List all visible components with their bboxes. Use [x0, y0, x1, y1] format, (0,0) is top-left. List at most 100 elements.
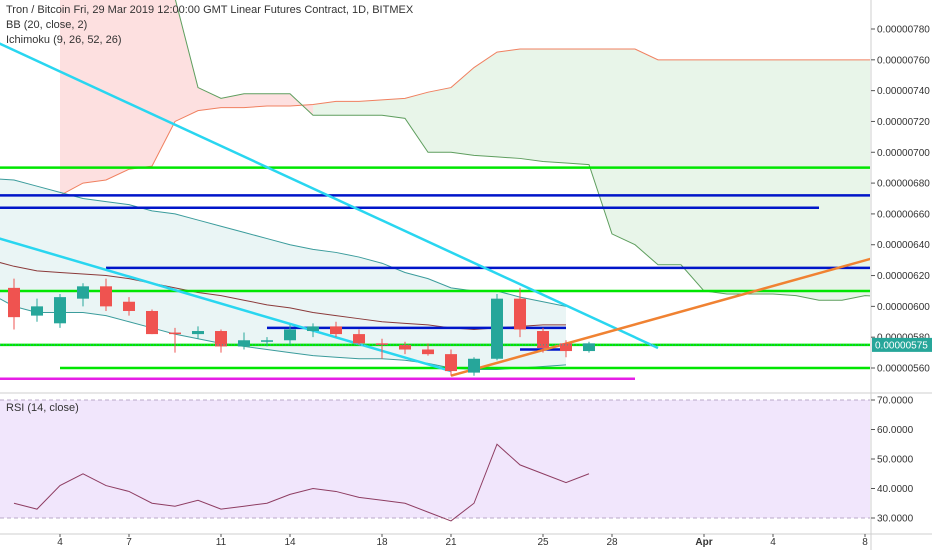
ichimoku-cloud-segment — [313, 101, 336, 116]
ichimoku-cloud-segment — [175, 0, 198, 122]
ichimoku-cloud-segment — [819, 59, 842, 301]
rsi-tick-label: 40.0000 — [877, 484, 914, 495]
candle-body[interactable] — [307, 326, 319, 332]
rsi-tick-label: 30.0000 — [877, 514, 914, 525]
ichimoku-cloud-segment — [612, 49, 635, 245]
ichimoku-cloud-segment — [152, 0, 175, 167]
candle-body[interactable] — [399, 344, 411, 350]
price-tick-label: 0.00000600 — [877, 302, 930, 313]
price-tick-label: 0.00000620 — [877, 271, 930, 282]
rsi-pane[interactable] — [0, 399, 870, 522]
ichimoku-cloud-segment — [405, 92, 428, 153]
ichimoku-cloud-segment — [244, 93, 267, 108]
rsi-tick-label: 50.0000 — [877, 455, 914, 466]
candle-body[interactable] — [215, 331, 227, 347]
bollinger-band-fill — [0, 179, 566, 370]
ichimoku-cloud-segment — [796, 59, 819, 301]
date-tick-label: 8 — [862, 537, 868, 548]
rsi-line[interactable] — [13, 443, 590, 522]
ichimoku-cloud-segment — [520, 49, 543, 162]
ichimoku-cloud-segment — [221, 93, 244, 108]
candle-body[interactable] — [261, 340, 273, 342]
ichimoku-cloud-segment — [681, 59, 704, 291]
date-tick-label: 28 — [606, 537, 618, 548]
candle-body[interactable] — [422, 349, 434, 355]
trend-line[interactable] — [0, 29, 659, 350]
date-tick-label: 25 — [537, 537, 549, 548]
ichimoku-cloud-segment — [750, 59, 773, 295]
ichimoku-cloud-segment — [336, 101, 359, 116]
price-pane[interactable] — [0, 0, 888, 381]
date-tick-label: 18 — [376, 537, 388, 548]
ichimoku-cloud-segment — [566, 49, 589, 165]
ichimoku-legend[interactable]: Ichimoku (9, 26, 52, 26) — [6, 34, 122, 46]
ichimoku-cloud-segment — [543, 49, 566, 164]
ichimoku-cloud-segment — [589, 49, 612, 234]
candle-body[interactable] — [54, 297, 66, 324]
candle-body[interactable] — [77, 286, 89, 299]
price-tick-label: 0.00000720 — [877, 117, 930, 128]
ichimoku-cloud-segment — [635, 49, 658, 265]
symbol-legend: Tron / Bitcoin Fri, 29 Mar 2019 12:00:00… — [6, 4, 414, 16]
bb-legend[interactable]: BB (20, close, 2) — [6, 19, 88, 31]
candle-body[interactable] — [123, 301, 135, 311]
ichimoku-cloud-segment — [451, 67, 474, 156]
ichimoku-cloud-segment — [658, 59, 681, 265]
candle-body[interactable] — [468, 358, 480, 373]
ichimoku-cloud-segment — [842, 59, 865, 301]
price-tick-label: 0.00000660 — [877, 209, 930, 220]
price-tick-label: 0.00000640 — [877, 240, 930, 251]
ichimoku-cloud-segment — [382, 98, 405, 119]
candle-body[interactable] — [353, 334, 365, 344]
candle-body[interactable] — [583, 343, 595, 352]
last-price-label: 0.00000575 — [875, 340, 928, 351]
candle-body[interactable] — [169, 332, 181, 335]
trend-line[interactable] — [0, 229, 452, 373]
date-tick-label: 7 — [126, 537, 132, 548]
ichimoku-cloud-segment — [106, 0, 129, 181]
price-tick-label: 0.00000740 — [877, 86, 930, 97]
candle-body[interactable] — [330, 326, 342, 335]
ichimoku-cloud-segment — [428, 87, 451, 153]
ichimoku-span-b — [174, 0, 870, 301]
candle-body[interactable] — [445, 354, 457, 372]
price-tick-label: 0.00000780 — [877, 25, 930, 36]
ichimoku-cloud-segment — [267, 93, 290, 107]
date-tick-label: 4 — [770, 537, 776, 548]
ichimoku-cloud-segment — [198, 87, 221, 111]
ichimoku-cloud-segment — [704, 59, 727, 295]
candle-body[interactable] — [537, 331, 549, 348]
trend-line[interactable] — [450, 254, 888, 377]
last-price-badge — [872, 337, 932, 352]
candle-body[interactable] — [376, 343, 388, 345]
ichimoku-cloud-segment — [497, 49, 520, 159]
candle-body[interactable] — [31, 306, 43, 316]
candle-body[interactable] — [560, 343, 572, 352]
ichimoku-cloud-segment — [60, 0, 83, 196]
candle-body[interactable] — [238, 340, 250, 347]
candle-body[interactable] — [514, 298, 526, 330]
candle-body[interactable] — [284, 329, 296, 341]
bollinger-basis — [0, 262, 566, 330]
rsi-band-fill — [0, 400, 870, 518]
date-tick-label: Apr — [695, 537, 712, 548]
rsi-legend[interactable]: RSI (14, close) — [6, 402, 79, 414]
ichimoku-cloud-segment — [773, 59, 796, 296]
ichimoku-cloud-segment — [83, 0, 106, 184]
ichimoku-span-a — [59, 48, 870, 196]
price-tick-label: 0.00000760 — [877, 55, 930, 66]
candle-body[interactable] — [8, 287, 20, 318]
ichimoku-cloud-segment — [129, 0, 152, 170]
price-tick-label: 0.00000680 — [877, 179, 930, 190]
candle-body[interactable] — [146, 310, 158, 335]
rsi-tick-label: 60.0000 — [877, 425, 914, 436]
date-tick-label: 4 — [57, 537, 63, 548]
candle-body[interactable] — [491, 298, 503, 359]
candle-body[interactable] — [100, 286, 112, 307]
date-tick-label: 21 — [445, 537, 457, 548]
candle-body[interactable] — [192, 331, 204, 335]
ichimoku-cloud-segment — [474, 52, 497, 157]
